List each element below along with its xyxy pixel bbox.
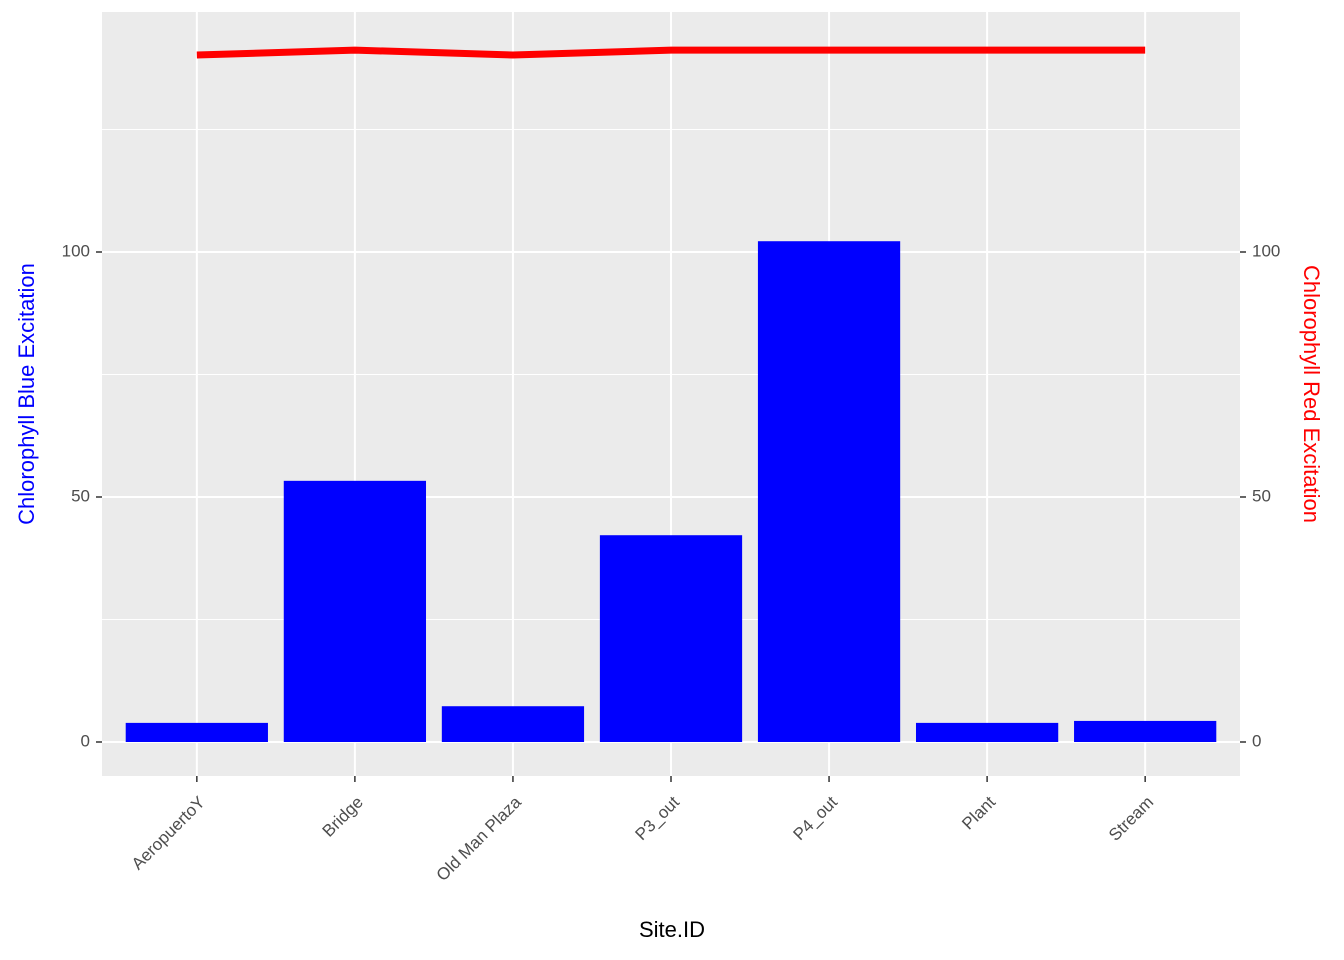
x-tick-label: P4_out	[790, 792, 842, 844]
line	[196, 46, 1146, 59]
bar	[915, 722, 1059, 742]
bar	[441, 706, 585, 742]
y-tick-label: 50	[71, 486, 90, 505]
y2-axis-title: Chlorophyll Red Excitation	[1299, 265, 1324, 523]
bar	[1074, 720, 1217, 742]
x-tick-label: Stream	[1105, 793, 1157, 845]
x-tick-label: AeropuertoY	[128, 793, 209, 874]
y2-tick-label: 50	[1252, 486, 1271, 505]
x-tick-label: P3_out	[631, 792, 683, 844]
x-tick-label: Plant	[958, 792, 999, 833]
x-tick-label: Bridge	[319, 793, 367, 841]
bar	[757, 241, 901, 742]
y-tick-label: 0	[81, 731, 90, 750]
y2-tick-label: 100	[1252, 241, 1280, 260]
x-axis-title: Site.ID	[639, 917, 705, 942]
y-tick-label: 100	[62, 241, 90, 260]
y-axis-title: Chlorophyll Blue Excitation	[14, 263, 39, 525]
bar	[599, 535, 743, 742]
bar	[125, 722, 268, 742]
x-tick-label: Old Man Plaza	[433, 792, 526, 885]
y2-tick-label: 0	[1252, 731, 1261, 750]
bar	[283, 480, 427, 742]
